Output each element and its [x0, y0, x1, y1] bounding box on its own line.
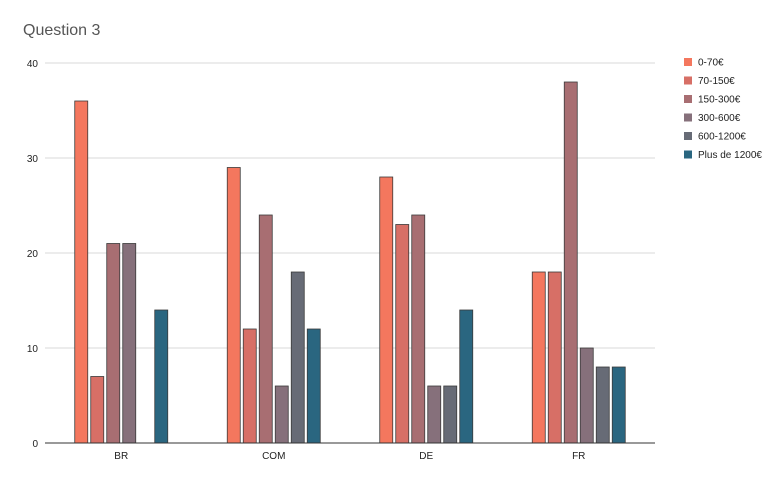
- legend-swatch: [684, 150, 692, 159]
- legend-label: Plus de 1200€: [698, 150, 762, 161]
- legend-label: 300-600€: [698, 113, 741, 124]
- bars: [74, 81, 626, 444]
- gridlines: [45, 62, 655, 349]
- bar: [242, 328, 257, 444]
- legend-swatch: [684, 132, 692, 140]
- y-tick-label: 10: [27, 344, 39, 355]
- bar: [395, 224, 410, 444]
- y-tick-label: 30: [27, 154, 39, 165]
- legend-label: 70-150€: [698, 76, 735, 87]
- bar: [306, 328, 321, 444]
- bar: [579, 347, 594, 444]
- chart-title: Question 3: [23, 22, 101, 39]
- y-tick-label: 20: [27, 249, 39, 260]
- y-tick-label: 0: [32, 439, 38, 450]
- legend-label: 150-300€: [698, 95, 741, 106]
- bar: [563, 81, 578, 444]
- bar: [258, 214, 273, 444]
- bar: [443, 385, 458, 444]
- bar: [611, 366, 626, 444]
- bar: [290, 271, 305, 444]
- legend-label: 0-70€: [698, 58, 724, 69]
- bar: [379, 176, 394, 444]
- bar: [547, 271, 562, 444]
- bar: [459, 309, 474, 444]
- bar: [106, 243, 121, 444]
- bar: [411, 214, 426, 444]
- bar: [531, 271, 546, 444]
- legend: 0-70€ 70-150€ 150-300€ 300-600€ 600-1200€ Plu…: [684, 58, 762, 161]
- axes: 0 10 20 30 40 BR COM DE FR: [27, 59, 655, 462]
- bar: [427, 385, 442, 444]
- bar: [595, 366, 610, 444]
- bar: [74, 100, 89, 444]
- bar: [226, 167, 241, 444]
- legend-label: 600-1200€: [698, 132, 746, 143]
- bar: [90, 376, 105, 444]
- x-tick-label: BR: [114, 451, 128, 462]
- legend-swatch: [684, 58, 692, 66]
- bar: [122, 243, 137, 444]
- bar: [274, 385, 289, 444]
- x-tick-label: COM: [262, 451, 285, 462]
- legend-swatch: [684, 113, 692, 122]
- legend-swatch: [684, 76, 692, 85]
- x-tick-label: DE: [419, 451, 433, 462]
- bar: [154, 309, 169, 444]
- legend-swatch: [684, 95, 692, 103]
- x-tick-label: FR: [572, 451, 585, 462]
- y-tick-label: 40: [27, 59, 39, 70]
